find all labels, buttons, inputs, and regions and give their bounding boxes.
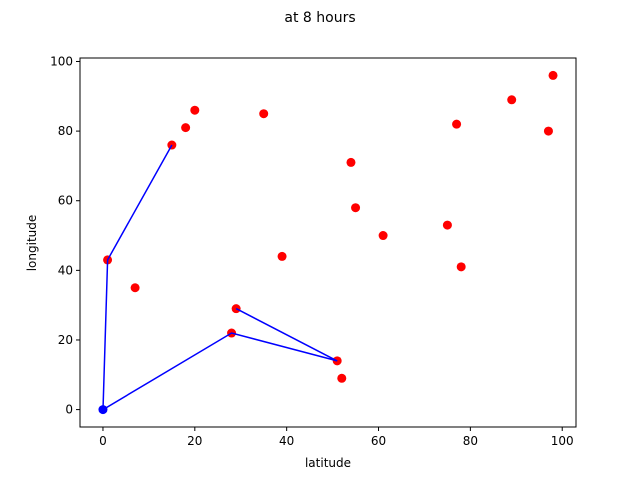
data-point (378, 231, 388, 241)
data-point (456, 262, 466, 272)
x-tick-label: 100 (551, 434, 574, 448)
data-point (181, 123, 191, 133)
route-start-point (98, 405, 108, 415)
data-point (277, 251, 287, 261)
x-tick-label: 40 (279, 434, 294, 448)
data-point (259, 109, 269, 119)
x-tick-label: 80 (463, 434, 478, 448)
y-axis: 0 20 40 60 80 100 (50, 54, 80, 417)
data-point (452, 119, 462, 129)
chart-title: at 8 hours (284, 10, 355, 26)
x-axis-label: latitude (305, 456, 351, 470)
data-point (548, 70, 558, 80)
data-point (351, 203, 361, 213)
y-tick-label: 20 (58, 333, 73, 347)
y-tick-label: 40 (58, 263, 73, 277)
x-tick-label: 0 (99, 434, 107, 448)
y-tick-label: 60 (58, 194, 73, 208)
plot-area (98, 70, 558, 415)
data-point (507, 95, 517, 105)
data-point (337, 373, 347, 383)
y-tick-label: 100 (50, 54, 73, 68)
data-point (442, 220, 452, 230)
x-axis: 0 20 40 60 80 100 (99, 427, 574, 448)
y-axis-label: longitude (25, 215, 39, 272)
y-tick-label: 80 (58, 124, 73, 138)
y-tick-label: 0 (65, 403, 73, 417)
data-point (346, 157, 356, 167)
data-point (190, 105, 200, 115)
data-point (543, 126, 553, 136)
data-point (130, 283, 140, 293)
axes-frame (79, 57, 577, 428)
route-line (102, 144, 338, 411)
x-tick-label: 20 (187, 434, 202, 448)
x-tick-label: 60 (371, 434, 386, 448)
